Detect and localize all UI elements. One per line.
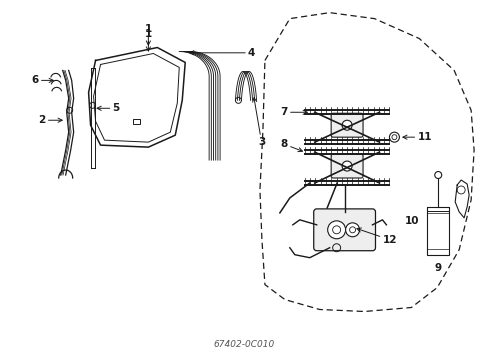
Text: 2: 2 [39,115,62,125]
Bar [427,207,448,255]
FancyBboxPatch shape [313,209,375,251]
Text: 10: 10 [404,216,419,226]
Bar [133,119,140,124]
Circle shape [342,161,351,171]
Text: 7: 7 [280,107,306,117]
Text: 3: 3 [252,98,264,147]
Text: 9: 9 [434,263,441,273]
Text: 1: 1 [144,23,152,45]
Circle shape [327,221,345,239]
Circle shape [388,132,399,142]
Text: 8: 8 [280,139,302,152]
Text: 4: 4 [189,48,255,58]
Text: 1: 1 [144,28,152,51]
FancyBboxPatch shape [330,154,362,178]
Circle shape [345,223,359,237]
Text: 67402-0C010: 67402-0C010 [213,340,274,349]
Text: 5: 5 [97,103,120,113]
FancyBboxPatch shape [330,113,362,137]
Text: 12: 12 [356,228,396,245]
Circle shape [342,120,351,130]
Text: 6: 6 [32,75,53,85]
Text: 11: 11 [402,132,431,142]
